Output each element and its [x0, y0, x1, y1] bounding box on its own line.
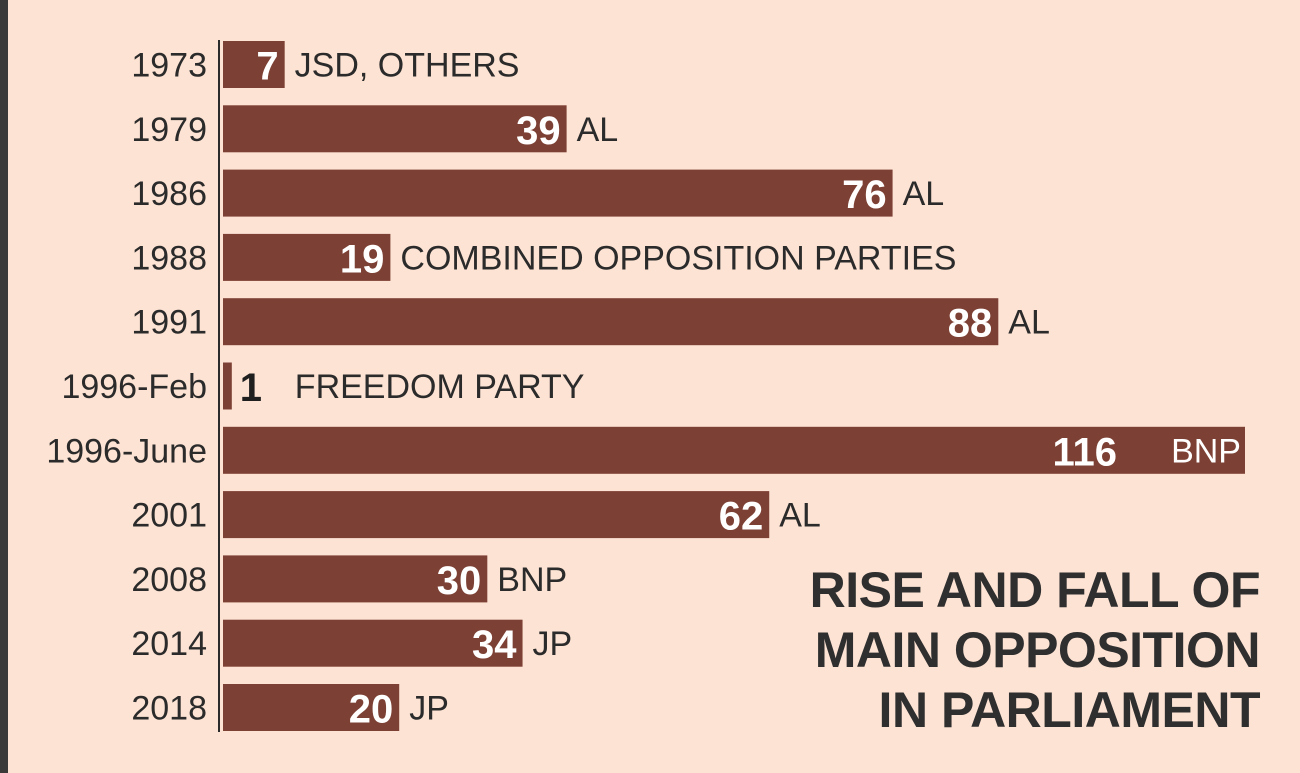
- y-tick-label: 1991: [131, 304, 207, 342]
- bar: [223, 555, 488, 603]
- party-label: AL: [577, 111, 619, 149]
- party-label: COMBINED OPPOSITION PARTIES: [400, 239, 956, 277]
- party-label: BNP: [497, 561, 567, 599]
- bar: [223, 426, 1245, 474]
- bar: [223, 362, 232, 410]
- value-label: 30: [437, 559, 482, 603]
- y-tick-label: 1988: [131, 239, 207, 277]
- y-tick-label: 1996-June: [46, 432, 207, 470]
- party-label: BNP: [1171, 432, 1241, 470]
- y-tick-label: 2018: [131, 690, 207, 728]
- value-label: 88: [948, 302, 993, 346]
- title-line-3: IN PARLIAMENT: [878, 682, 1261, 738]
- party-label: AL: [903, 175, 945, 213]
- value-label: 76: [842, 173, 887, 217]
- y-tick-label: 1986: [131, 175, 207, 213]
- bar: [223, 41, 285, 88]
- party-label: JP: [409, 690, 449, 728]
- party-label: AL: [779, 497, 821, 535]
- y-tick-label: 1996-Feb: [61, 368, 207, 406]
- y-tick-label: 2014: [131, 625, 207, 663]
- title-line-1: RISE AND FALL OF: [809, 562, 1261, 618]
- y-tick-label: 1973: [131, 47, 207, 85]
- y-tick-label: 2008: [131, 561, 207, 599]
- value-label: 39: [516, 109, 561, 153]
- bar: [223, 684, 400, 731]
- y-tick-label: 2001: [131, 497, 207, 535]
- bar: [223, 105, 567, 153]
- party-label: FREEDOM PARTY: [295, 368, 585, 406]
- party-label: JSD, OTHERS: [295, 47, 520, 85]
- value-label: 116: [1052, 430, 1117, 474]
- bar: [223, 233, 391, 281]
- value-label: 19: [340, 237, 385, 281]
- chart-title: RISE AND FALL OF MAIN OPPOSITION IN PARL…: [809, 560, 1261, 740]
- left-edge-strip: [0, 0, 8, 773]
- value-label: 1: [240, 366, 262, 410]
- party-label: AL: [1008, 304, 1050, 342]
- value-label: 34: [472, 623, 517, 667]
- bar: [223, 169, 893, 217]
- value-label: 62: [719, 495, 764, 539]
- bar: [223, 491, 770, 539]
- bar: [223, 298, 999, 346]
- party-label: JP: [533, 625, 573, 663]
- value-label: 20: [349, 688, 394, 732]
- y-tick-label: 1979: [131, 111, 207, 149]
- bar: [223, 619, 523, 667]
- value-label: 7: [256, 45, 278, 89]
- title-line-2: MAIN OPPOSITION: [814, 622, 1261, 678]
